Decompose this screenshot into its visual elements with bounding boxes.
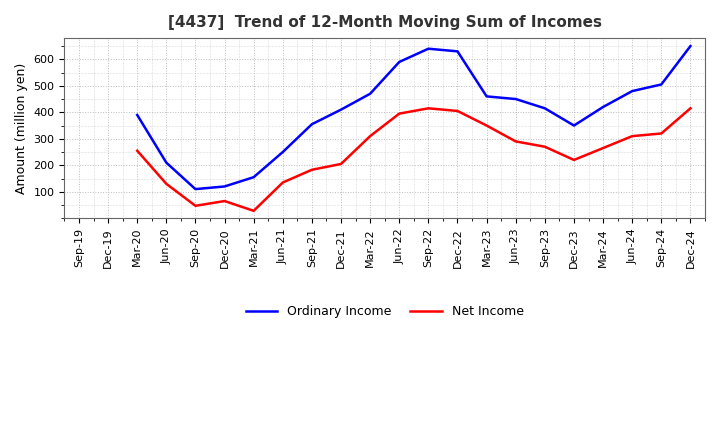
Net Income [307, 167, 316, 172]
Ordinary Income [279, 150, 287, 155]
Net Income [279, 180, 287, 185]
Ordinary Income [220, 184, 229, 189]
Net Income [686, 106, 695, 111]
Net Income [249, 208, 258, 213]
Legend: Ordinary Income, Net Income: Ordinary Income, Net Income [241, 300, 528, 323]
Ordinary Income [628, 88, 636, 94]
Ordinary Income [570, 123, 578, 128]
Net Income [628, 133, 636, 139]
Net Income [570, 158, 578, 163]
Net Income [657, 131, 666, 136]
Line: Net Income: Net Income [138, 108, 690, 211]
Net Income [424, 106, 433, 111]
Ordinary Income [395, 59, 404, 65]
Net Income [337, 161, 346, 167]
Ordinary Income [686, 44, 695, 49]
Ordinary Income [366, 91, 374, 96]
Ordinary Income [511, 96, 520, 102]
Ordinary Income [424, 46, 433, 51]
Net Income [511, 139, 520, 144]
Ordinary Income [307, 121, 316, 127]
Ordinary Income [249, 175, 258, 180]
Net Income [133, 148, 142, 154]
Ordinary Income [599, 104, 608, 110]
Ordinary Income [657, 82, 666, 87]
Title: [4437]  Trend of 12-Month Moving Sum of Incomes: [4437] Trend of 12-Month Moving Sum of I… [168, 15, 602, 30]
Net Income [482, 123, 491, 128]
Y-axis label: Amount (million yen): Amount (million yen) [15, 62, 28, 194]
Net Income [453, 108, 462, 114]
Net Income [220, 198, 229, 204]
Line: Ordinary Income: Ordinary Income [138, 46, 690, 189]
Net Income [162, 181, 171, 187]
Net Income [395, 111, 404, 116]
Net Income [366, 133, 374, 139]
Ordinary Income [482, 94, 491, 99]
Ordinary Income [541, 106, 549, 111]
Net Income [191, 203, 199, 209]
Ordinary Income [162, 160, 171, 165]
Ordinary Income [133, 112, 142, 117]
Net Income [541, 144, 549, 149]
Ordinary Income [453, 49, 462, 54]
Ordinary Income [191, 187, 199, 192]
Ordinary Income [337, 107, 346, 112]
Net Income [599, 145, 608, 150]
